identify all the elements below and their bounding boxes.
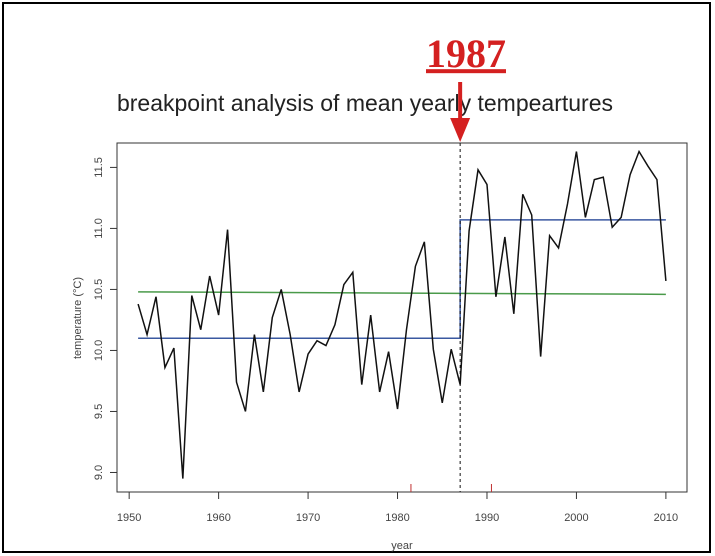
y-tick-label: 11.0 — [93, 218, 105, 239]
arrow-head — [450, 118, 471, 142]
plot-box — [116, 142, 688, 493]
x-tick-label: 2010 — [654, 512, 678, 524]
fit-line — [138, 219, 666, 339]
x-tick-label: 1990 — [475, 512, 499, 524]
x-tick-label: 1960 — [206, 512, 230, 524]
data-line — [137, 149, 667, 479]
y-tick-label: 10.0 — [93, 340, 105, 361]
fit-line — [138, 291, 666, 296]
y-axis-label: temperature (°C) — [72, 277, 84, 359]
x-tick-label: 1980 — [385, 512, 409, 524]
chart-title: breakpoint analysis of mean yearly tempe… — [117, 90, 613, 116]
y-tick-label: 10.5 — [93, 279, 105, 300]
annotation: 1987 — [426, 31, 506, 76]
y-tick-label: 11.5 — [93, 157, 105, 178]
x-tick-label: 1970 — [296, 512, 320, 524]
x-tick-label: 2000 — [564, 512, 588, 524]
x-axis-label: year — [391, 540, 413, 552]
x-tick-label: 1950 — [117, 512, 141, 524]
y-tick-label: 9.0 — [93, 465, 105, 480]
y-tick-label: 9.5 — [93, 404, 105, 419]
